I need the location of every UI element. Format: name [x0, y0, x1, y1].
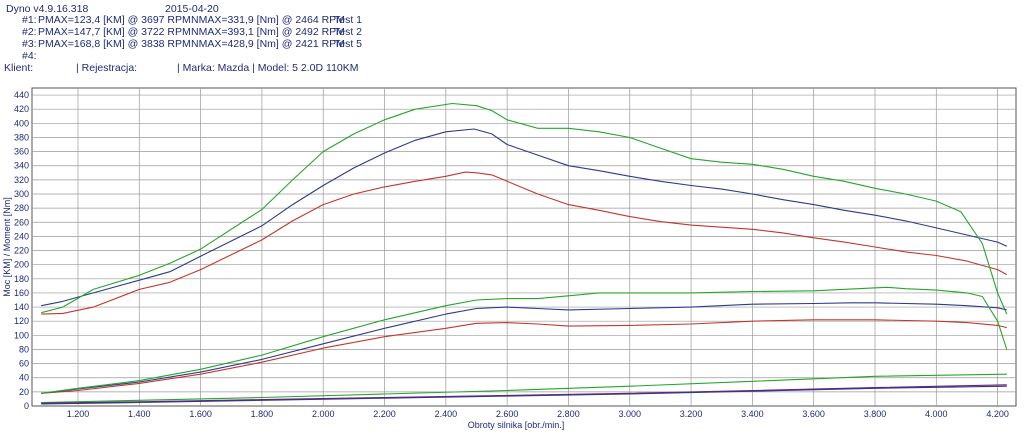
- y-tick-label: 160: [14, 288, 29, 298]
- make-model-label: | Marka: Mazda | Model: 5 2.0D 110KM: [177, 62, 359, 74]
- y-tick-label: 320: [14, 175, 29, 185]
- x-tick-label: 1.600: [189, 409, 212, 419]
- x-tick-label: 2.000: [312, 409, 335, 419]
- y-tick-label: 20: [19, 387, 29, 397]
- y-tick-label: 180: [14, 274, 29, 284]
- x-tick-label: 3.800: [864, 409, 887, 419]
- run-3-pmax: PMAX=168,8 [KM] @ 3838 RPM: [38, 38, 191, 50]
- run-4-id: #4:: [22, 50, 37, 62]
- run-2-test: Test 2: [334, 26, 363, 38]
- plot-frame: [31, 87, 1017, 407]
- series-line-run3-loss: [41, 373, 1007, 404]
- x-tick-label: 1.800: [251, 409, 274, 419]
- x-tick-label: 3.000: [618, 409, 641, 419]
- app-version: Dyno v4.9.16.318: [6, 3, 89, 15]
- y-tick-label: 40: [19, 373, 29, 383]
- x-ticks: 1.200 1.400 1.600 1.800 2.000 2.200 2.400 2.600…: [67, 409, 1009, 419]
- x-tick-label: 1.200: [67, 409, 90, 419]
- y-ticks: 0 20 40 60 80 100 120 140 160 180 200 220 240 260 280 3…: [14, 90, 29, 411]
- y-tick-label: 340: [14, 161, 29, 171]
- y-tick-label: 140: [14, 302, 29, 312]
- x-tick-label: 3.400: [741, 409, 764, 419]
- y-tick-label: 240: [14, 231, 29, 241]
- series-line-run1-power: [41, 319, 1007, 394]
- y-tick-label: 60: [19, 359, 29, 369]
- y-tick-label: 420: [14, 104, 29, 114]
- client-label: Klient:: [4, 62, 34, 74]
- x-tick-label: 2.800: [557, 409, 580, 419]
- run-3-test: Test 5: [334, 38, 363, 50]
- run-2-pmax: PMAX=147,7 [KM] @ 3722 RPM: [38, 26, 191, 38]
- x-tick-label: 4.200: [986, 409, 1009, 419]
- y-tick-label: 200: [14, 260, 29, 270]
- grid: [32, 88, 1016, 406]
- series-line-run3-torque: [41, 102, 1008, 315]
- y-tick-label: 360: [14, 147, 29, 157]
- series-line-run2-loss: [41, 385, 1007, 405]
- run-1-id: #1:: [22, 14, 37, 26]
- y-tick-label: 80: [19, 344, 29, 354]
- y-axis-label: Moc [KM] / Moment [Nm]: [2, 197, 12, 297]
- series-line-run3-power: [41, 286, 1008, 394]
- x-tick-label: 3.200: [680, 409, 703, 419]
- y-tick-label: 380: [14, 132, 29, 142]
- y-tick-label: 260: [14, 217, 29, 227]
- x-tick-label: 1.400: [128, 409, 151, 419]
- series-line-run1-torque: [41, 171, 1008, 315]
- run-1-nmax: NMAX=331,9 [Nm] @ 2464 RPM: [191, 14, 345, 26]
- test-date: 2015-04-20: [165, 3, 219, 15]
- run-2-id: #2:: [22, 26, 37, 38]
- run-1-pmax: PMAX=123,4 [KM] @ 3697 RPM: [38, 14, 191, 26]
- run-2-nmax: NMAX=393,1 [Nm] @ 2492 RPM: [191, 26, 345, 38]
- series-line-run2-power: [41, 302, 1007, 394]
- x-axis-label: Obroty silnika [obr./min.]: [468, 420, 565, 430]
- y-tick-label: 440: [14, 90, 29, 100]
- run-3-nmax: NMAX=428,9 [Nm] @ 2421 RPM: [191, 38, 345, 50]
- registration-label: | Rejestracja:: [76, 62, 138, 74]
- run-1-test: Test 1: [334, 14, 363, 26]
- series-line-run1-loss: [41, 384, 1007, 404]
- y-tick-label: 100: [14, 330, 29, 340]
- x-tick-label: 2.200: [373, 409, 396, 419]
- y-tick-label: 280: [14, 203, 29, 213]
- series-line-run2-torque: [41, 128, 1008, 307]
- y-tick-label: 400: [14, 118, 29, 128]
- y-tick-label: 0: [24, 401, 29, 411]
- y-tick-label: 300: [14, 189, 29, 199]
- x-tick-label: 4.000: [925, 409, 948, 419]
- run-3-id: #3:: [22, 38, 37, 50]
- y-tick-label: 120: [14, 316, 29, 326]
- x-tick-label: 2.400: [435, 409, 458, 419]
- y-tick-label: 220: [14, 246, 29, 256]
- x-tick-label: 2.600: [496, 409, 519, 419]
- x-tick-label: 3.600: [802, 409, 825, 419]
- series-lines: [41, 102, 1008, 405]
